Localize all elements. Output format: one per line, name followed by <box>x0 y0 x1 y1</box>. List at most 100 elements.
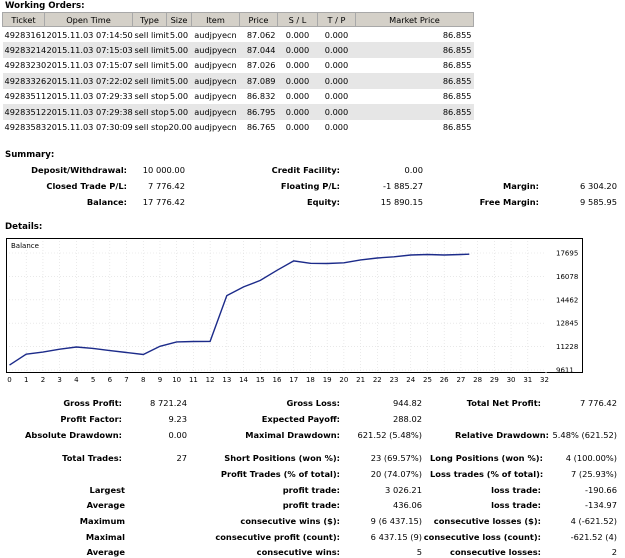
table-row[interactable]: 49283326 2015.11.03 07:22:02 sell limit 5.0… <box>2 73 474 89</box>
stat-largest-label: Largest <box>89 485 125 495</box>
equity-value: 15 890.15 <box>380 197 423 207</box>
stat-profit-factor-label: Profit Factor: <box>60 414 122 424</box>
column-header[interactable]: Open Time <box>44 12 133 27</box>
x-tick-label: 0 <box>7 376 11 384</box>
stat-largest-profit: 3 026.21 <box>385 485 422 495</box>
stat-maximum-label: Maximum <box>79 516 125 526</box>
x-tick-label: 2 <box>41 376 45 384</box>
column-header[interactable]: Ticket <box>2 12 45 27</box>
cell-tp: 0.000 <box>324 29 349 40</box>
cell-open-time: 2015.11.03 07:15:07 <box>46 60 133 71</box>
x-tick-label: 26 <box>440 376 449 384</box>
stat-average-profit-label: profit trade: <box>282 500 340 510</box>
cell-type: sell limit <box>134 29 169 40</box>
x-tick-label: 15 <box>256 376 265 384</box>
x-tick-label: 3 <box>57 376 61 384</box>
cell-type: sell limit <box>134 60 169 71</box>
stat-gross-loss: 944.82 <box>392 398 422 408</box>
cell-tp: 0.000 <box>324 122 349 133</box>
working-orders-title: Working Orders: <box>5 1 85 11</box>
stat-avg-consec-losses: 2 <box>611 547 617 557</box>
cell-size: 5.00 <box>169 60 189 71</box>
cell-price: 86.832 <box>246 91 276 102</box>
stat-maximal-consec-loss: -621.52 (4) <box>570 532 617 542</box>
cell-open-time: 2015.11.03 07:29:38 <box>44 104 133 120</box>
cell-size: 20.00 <box>168 122 192 133</box>
stat-short-positions-label: Short Positions (won %): <box>224 453 340 463</box>
cell-open-time: 2015.11.03 07:14:50 <box>46 29 133 40</box>
margin-value: 6 304.20 <box>580 181 617 191</box>
cell-tp: 0.000 <box>317 73 356 89</box>
x-tick-label: 4 <box>74 376 79 384</box>
stat-max-consec-wins-label: consecutive wins ($): <box>240 516 340 526</box>
column-header[interactable]: Size <box>166 12 192 27</box>
column-header[interactable]: Price <box>239 12 278 27</box>
stat-long-positions: 4 (100.00%) <box>565 453 617 463</box>
table-row[interactable]: 49283512 2015.11.03 07:29:38 sell stop 5.00… <box>2 104 474 120</box>
cell-item: audjpyecn <box>191 104 240 120</box>
balance-chart: 17695 16078 14462 12845 11228 9611 Balance <box>6 238 583 374</box>
stat-avg-consec-wins-label: consecutive wins: <box>256 547 340 557</box>
column-header[interactable]: Item <box>191 12 240 27</box>
table-row[interactable]: 49283583 2015.11.03 07:30:09 sell stop 20.0… <box>3 120 474 136</box>
cell-price: 87.089 <box>239 73 278 89</box>
y-tick-label: 11228 <box>556 343 578 351</box>
cell-price: 86.765 <box>246 122 276 133</box>
x-tick-label: 17 <box>289 376 298 384</box>
x-tick-label: 29 <box>490 376 499 384</box>
cell-sl: 0.000 <box>277 42 318 58</box>
credit-value: 0.00 <box>404 165 423 175</box>
x-tick-label: 28 <box>473 376 482 384</box>
floating-pl-value: -1 885.27 <box>383 181 423 191</box>
x-tick-label: 10 <box>172 376 181 384</box>
stat-largest-loss-label: loss trade: <box>491 485 541 495</box>
x-tick-label: 25 <box>423 376 432 384</box>
cell-item: audjpyecn <box>191 42 240 58</box>
table-row[interactable]: 49283214 2015.11.03 07:15:03 sell limit 5.0… <box>2 42 474 58</box>
x-tick-label: 14 <box>239 376 248 384</box>
stat-absolute-drawdown-label: Absolute Drawdown: <box>24 430 122 440</box>
chart-x-axis: 0 1 2 3 4 5 6 7 8 9 10 11 12 13 14 15 16 17 18 19 20 21 22 23 24… <box>7 376 549 384</box>
cell-ticket: 49283214 <box>2 42 46 58</box>
y-tick-label: 16078 <box>556 273 578 281</box>
stat-absolute-drawdown: 0.00 <box>168 430 187 440</box>
stat-average-loss: -134.97 <box>584 500 617 510</box>
cell-price: 86.795 <box>239 104 278 120</box>
x-tick-label: 24 <box>406 376 415 384</box>
equity-label: Equity: <box>306 197 340 207</box>
x-tick-label: 32 <box>540 376 549 384</box>
cell-size: 5.00 <box>169 91 189 102</box>
table-row[interactable]: 49283161 2015.11.03 07:14:50 sell limit 5.0… <box>3 27 474 43</box>
cell-sl: 0.000 <box>277 73 318 89</box>
cell-price: 87.044 <box>239 42 278 58</box>
cell-market-price: 86.855 <box>355 104 474 120</box>
table-row[interactable]: 49283511 2015.11.03 07:29:33 sell stop 5.00… <box>3 89 474 105</box>
stat-largest-profit-label: profit trade: <box>282 485 340 495</box>
x-tick-label: 5 <box>91 376 95 384</box>
column-header[interactable]: Type <box>132 12 167 27</box>
stat-max-consec-losses: 4 (-621.52) <box>570 516 617 526</box>
stat-loss-trades: 7 (25.93%) <box>570 469 617 479</box>
stat-maximal-label: Maximal <box>85 532 125 542</box>
deposit-value: 10 000.00 <box>142 165 185 175</box>
cell-tp: 0.000 <box>324 91 349 102</box>
stat-long-positions-label: Long Positions (won %): <box>430 453 543 463</box>
cell-ticket: 49283161 <box>4 29 47 40</box>
closed-pl-label: Closed Trade P/L: <box>46 181 127 191</box>
x-tick-label: 11 <box>189 376 198 384</box>
cell-market-price: 86.855 <box>355 42 474 58</box>
column-header[interactable]: Market Price <box>355 12 474 27</box>
cell-item: audjpyecn <box>191 73 240 89</box>
x-tick-label: 12 <box>206 376 215 384</box>
cell-price: 87.062 <box>246 29 276 40</box>
cell-type: sell limit <box>132 73 169 89</box>
cell-type: sell stop <box>132 104 169 120</box>
column-header[interactable]: S / L <box>277 12 318 27</box>
column-header[interactable]: T / P <box>317 12 356 27</box>
chart-title: Balance <box>11 242 39 250</box>
stat-largest-loss: -190.66 <box>584 485 617 495</box>
cell-size: 5.00 <box>166 42 192 58</box>
stat-avg-consec-losses-label: consecutive losses: <box>450 547 541 557</box>
y-tick-label: 12845 <box>556 320 578 328</box>
table-row[interactable]: 49283230 2015.11.03 07:15:07 sell limit 5.0… <box>3 58 474 74</box>
